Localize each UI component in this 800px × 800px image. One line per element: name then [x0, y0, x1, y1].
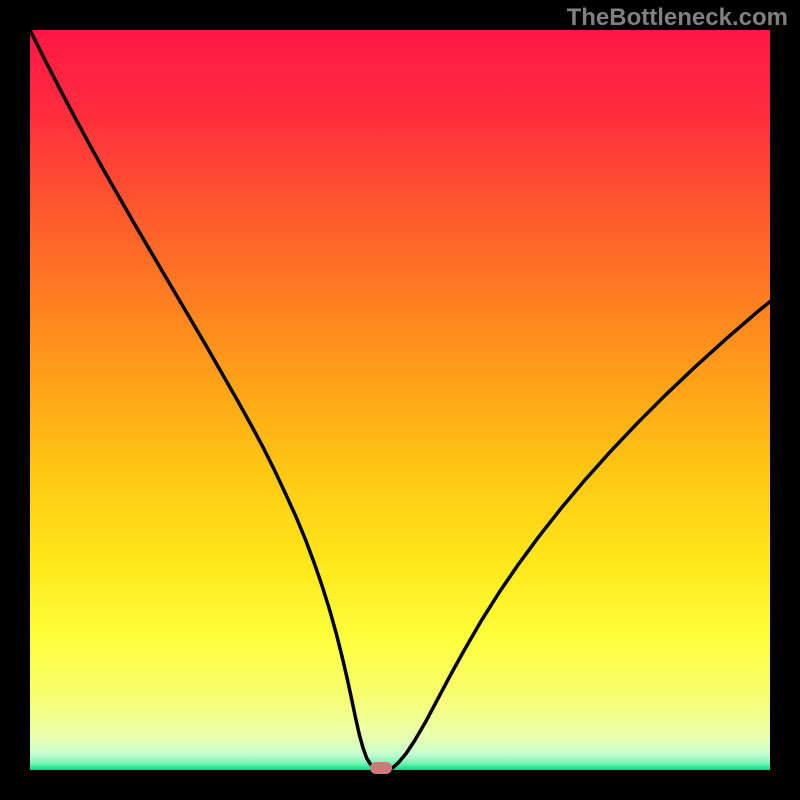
curve-svg	[30, 30, 770, 770]
plot-area	[30, 30, 770, 770]
minimum-marker	[370, 762, 392, 774]
bottleneck-curve	[30, 30, 770, 770]
chart-container: TheBottleneck.com	[0, 0, 800, 800]
watermark-text: TheBottleneck.com	[567, 4, 788, 32]
